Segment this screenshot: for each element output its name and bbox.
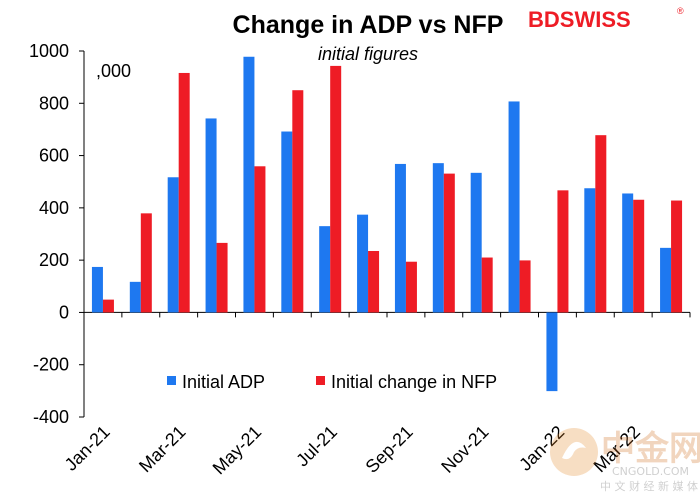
nfp-bar-oct-21 [443, 173, 455, 313]
adp-bar-jun-21 [281, 131, 293, 313]
nfp-bar-sep-21 [405, 261, 417, 313]
nfp-bar-may-21 [254, 166, 266, 313]
adp-bar-jan-22 [546, 312, 558, 392]
adp-bar-mar-21 [167, 177, 179, 313]
nfp-bar-jun-21 [292, 90, 304, 313]
legend-swatch-adp [167, 376, 176, 385]
adp-bar-apr-22 [660, 247, 672, 313]
nfp-bar-mar-21 [178, 72, 190, 313]
nfp-bar-apr-21 [216, 242, 228, 313]
nfp-bar-jan-22 [557, 190, 569, 313]
nfp-bar-jul-21 [330, 65, 342, 313]
y-tick-label: 800 [39, 93, 69, 113]
brand-logo: BDSWISS ® [528, 6, 684, 32]
brand-logo-text: BDSWISS [528, 7, 631, 32]
nfp-bar-mar-22 [633, 199, 645, 313]
nfp-bar-apr-22 [671, 200, 683, 313]
y-tick-label: -400 [33, 407, 69, 427]
nfp-bar-dec-21 [519, 260, 531, 313]
adp-bar-dec-21 [508, 101, 520, 313]
adp-bar-may-21 [243, 56, 255, 313]
watermark: 中金网 CNGOLD.COM 中 文 财 经 新 媒 体 [550, 428, 700, 493]
adp-bar-feb-21 [129, 281, 141, 313]
legend-swatch-nfp [316, 376, 325, 385]
adp-bar-jul-21 [319, 226, 331, 313]
nfp-bar-feb-22 [595, 135, 607, 313]
y-tick-label: 200 [39, 250, 69, 270]
adp-bar-mar-22 [622, 193, 634, 313]
watermark-name: 中金网 [601, 429, 700, 469]
adp-bar-sep-21 [394, 163, 406, 313]
adp-bar-nov-21 [470, 172, 482, 313]
y-tick-label: 1000 [29, 41, 69, 61]
watermark-flame-icon [562, 441, 586, 460]
watermark-logo-icon [550, 428, 598, 476]
watermark-tagline: 中 文 财 经 新 媒 体 [600, 479, 698, 493]
nfp-bar-nov-21 [481, 257, 493, 313]
y-tick-label: 0 [59, 302, 69, 322]
y-tick-label: 600 [39, 146, 69, 166]
nfp-bar-aug-21 [368, 250, 380, 313]
unit-label: ,000 [96, 61, 131, 81]
y-tick-label: -200 [33, 355, 69, 375]
legend-label-nfp: Initial change in NFP [331, 372, 497, 392]
adp-bar-apr-21 [205, 118, 217, 313]
adp-bar-aug-21 [357, 214, 369, 313]
adp-bar-feb-22 [584, 188, 596, 313]
adp-bar-oct-21 [432, 163, 444, 313]
registered-mark-icon: ® [677, 6, 684, 16]
watermark-url: CNGOLD.COM [612, 465, 689, 478]
nfp-bar-jan-21 [102, 299, 114, 313]
chart-title: Change in ADP vs NFP [233, 11, 504, 39]
adp-bar-jan-21 [91, 266, 103, 313]
legend-label-adp: Initial ADP [182, 372, 265, 392]
bars-group [91, 56, 683, 392]
nfp-bar-feb-21 [140, 213, 152, 313]
y-tick-label: 400 [39, 198, 69, 218]
chart-subtitle: initial figures [318, 44, 418, 64]
legend: Initial ADP Initial change in NFP [167, 372, 497, 392]
